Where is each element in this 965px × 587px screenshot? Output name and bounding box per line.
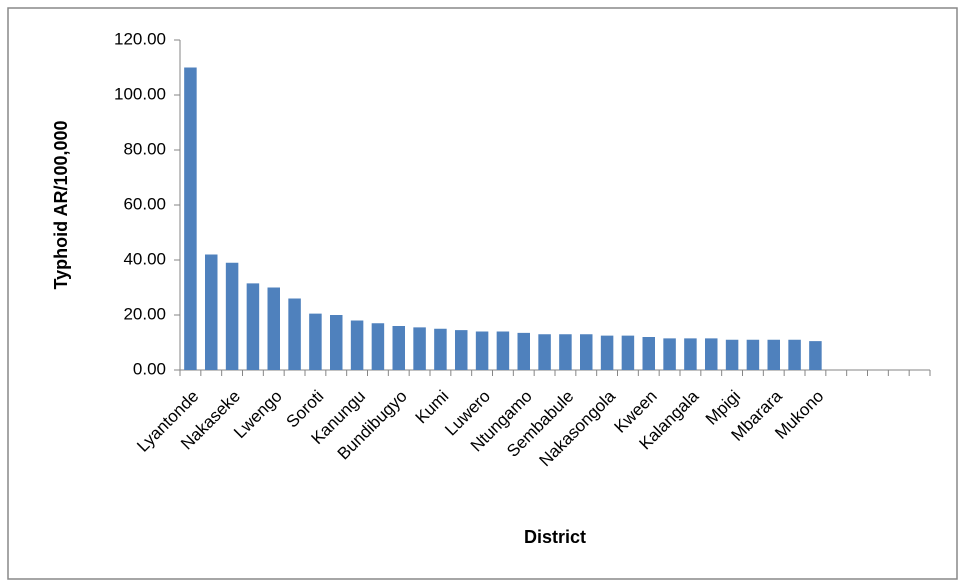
- bar: [392, 326, 405, 370]
- bar: [580, 334, 593, 370]
- bar: [205, 254, 218, 370]
- bar: [267, 287, 280, 370]
- bar: [684, 338, 697, 370]
- bar: [621, 335, 635, 370]
- bar: [246, 283, 260, 370]
- bar: [538, 334, 551, 370]
- bar: [309, 313, 322, 370]
- y-tick-label: 0.00: [133, 359, 166, 378]
- y-tick-label: 120.00: [114, 29, 166, 48]
- bar: [725, 339, 739, 370]
- bar: [559, 334, 572, 370]
- bar: [642, 337, 655, 370]
- bar: [705, 338, 718, 370]
- bar: [746, 339, 760, 370]
- x-axis-title: District: [524, 527, 586, 547]
- bar: [809, 341, 822, 370]
- bar: [371, 323, 385, 370]
- y-tick-label: 60.00: [123, 194, 166, 213]
- bar: [475, 331, 489, 370]
- bar: [788, 339, 801, 370]
- chart-frame: [7, 7, 958, 580]
- bar: [455, 330, 468, 370]
- bar: [413, 327, 426, 370]
- y-tick-label: 20.00: [123, 304, 166, 323]
- bar: [496, 331, 510, 370]
- bar: [184, 67, 197, 370]
- bar: [225, 262, 239, 370]
- bar: [434, 328, 447, 370]
- y-tick-label: 100.00: [114, 84, 166, 103]
- bar: [350, 320, 364, 370]
- y-tick-label: 80.00: [123, 139, 166, 158]
- bar: [288, 298, 301, 370]
- bar: [663, 338, 676, 370]
- bar: [517, 332, 530, 370]
- y-axis-title: Typhoid AR/100,000: [51, 120, 71, 289]
- bar: [600, 335, 614, 370]
- y-tick-label: 40.00: [123, 249, 166, 268]
- bar: [330, 315, 343, 370]
- bar: [767, 339, 780, 370]
